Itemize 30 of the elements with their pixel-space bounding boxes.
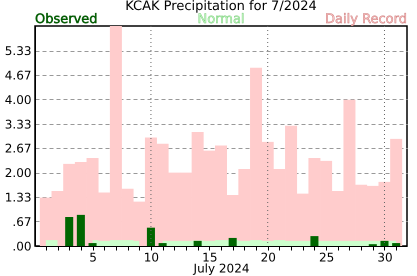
x-tick-label: 30 [377, 250, 393, 264]
x-tick-label: 10 [144, 250, 160, 264]
y-tick-label: 4.00 [4, 92, 32, 107]
x-tick-label: 5 [89, 250, 97, 264]
y-tick-label: 1.33 [4, 190, 32, 205]
x-tick-label: 20 [260, 250, 276, 264]
y-tick-label: 2.67 [4, 142, 32, 156]
bar [392, 243, 400, 246]
bar [158, 243, 167, 246]
bar [194, 240, 202, 246]
bar [310, 236, 318, 246]
bar [380, 240, 389, 246]
y-tick-label: 5.33 [4, 44, 32, 58]
text: Daily Record [325, 12, 407, 27]
x-axis-title: July 2024 [192, 262, 250, 276]
bar [65, 217, 74, 246]
text: Observed [35, 12, 98, 27]
y-tick-label: 4.67 [4, 68, 32, 82]
text: Normal [197, 12, 245, 27]
x-tick-label: 15 [202, 250, 218, 264]
bar [146, 228, 155, 246]
y-tick-label: .67 [12, 214, 32, 229]
y-tick-label: .00 [12, 240, 32, 254]
y-tick-label: 2.00 [4, 166, 32, 180]
bar [228, 238, 237, 246]
x-tick-label: 25 [318, 250, 334, 264]
y-tick-label: 3.33 [4, 117, 32, 132]
bar [76, 214, 85, 246]
bar [88, 243, 97, 246]
chart-title: KCAK Precipitation for 7/2024 [125, 0, 317, 14]
